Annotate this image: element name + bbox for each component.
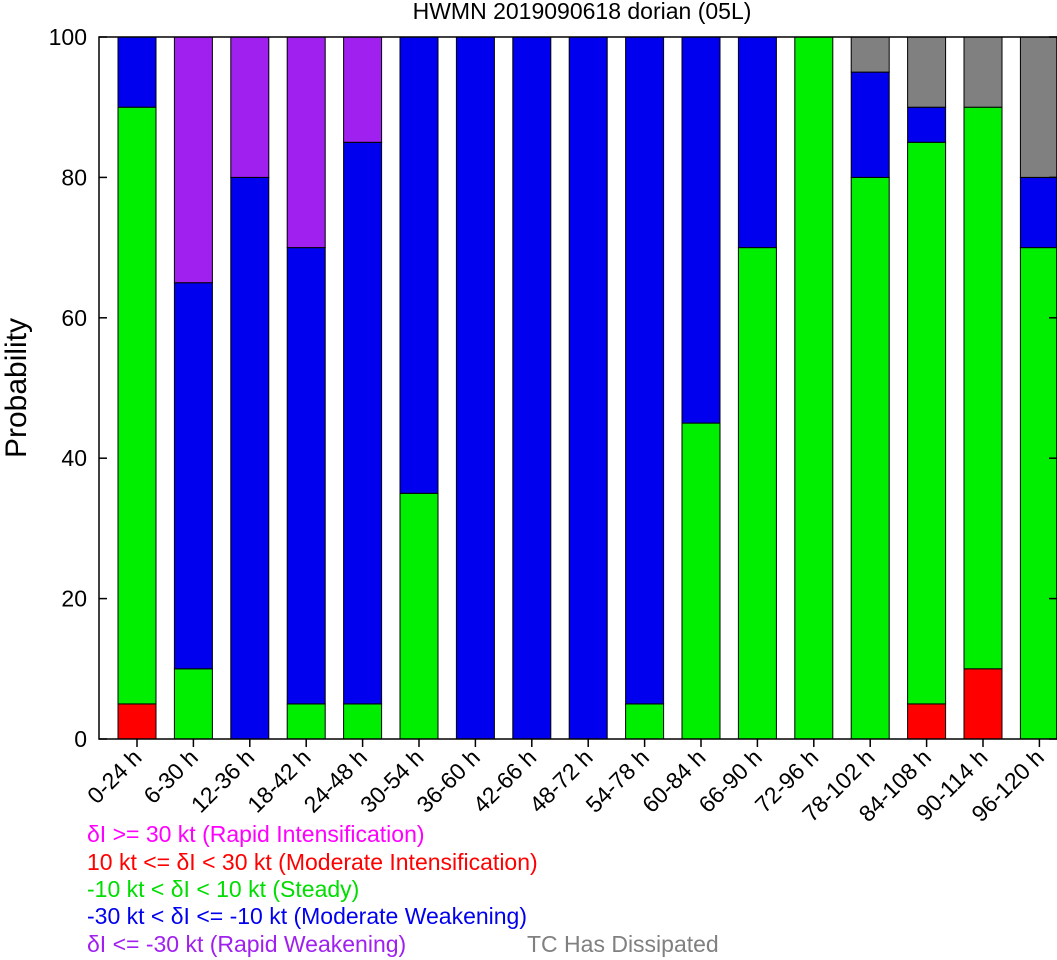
bar-segment-moderate_weakening — [399, 36, 439, 494]
bar-segment-steady — [343, 703, 383, 740]
y-tick-label: 40 — [61, 445, 87, 471]
bars-layer — [117, 36, 1057, 740]
bar-segment-moderate_weakening — [681, 36, 721, 424]
y-tick-label: 20 — [61, 586, 87, 612]
bar-segment-moderate_weakening — [737, 36, 777, 249]
y-axis-label: Probability — [0, 318, 33, 458]
bar-segment-moderate_intensification — [117, 703, 157, 740]
bar-segment-dissipated — [907, 36, 947, 108]
bar-segment-steady — [625, 703, 665, 740]
legend-steady: -10 kt < δI < 10 kt (Steady) — [87, 876, 360, 902]
x-tick-label: 0-24 h — [82, 744, 147, 809]
legend-ri: δI >= 30 kt (Rapid Intensification) — [87, 821, 425, 847]
bar-segment-steady — [286, 703, 326, 740]
bar-segment-moderate_intensification — [963, 668, 1003, 740]
plot-frame — [98, 36, 1057, 740]
y-tick-label: 0 — [74, 726, 87, 752]
legend-dissipated: TC Has Dissipated — [527, 931, 719, 957]
bar-segment-moderate_weakening — [286, 247, 326, 705]
bar-segment-moderate_weakening — [568, 36, 608, 740]
bar-segment-dissipated — [1019, 36, 1057, 178]
legend-rw: δI <= -30 kt (Rapid Weakening) — [87, 931, 407, 957]
bar-segment-moderate_weakening — [343, 141, 383, 705]
bar-segment-rapid_weakening — [230, 36, 270, 178]
bar-segment-rapid_weakening — [343, 36, 383, 143]
chart-title: HWMN 2019090618 dorian (05L) — [413, 0, 752, 24]
bar-segment-steady — [907, 141, 947, 705]
bar-segment-steady — [794, 36, 834, 740]
legend-mi: 10 kt <= δI < 30 kt (Moderate Intensific… — [87, 849, 538, 875]
bar-segment-moderate_weakening — [1019, 176, 1057, 249]
bar-segment-rapid_weakening — [286, 36, 326, 249]
bar-segment-steady — [117, 106, 157, 705]
bar-segment-moderate_weakening — [512, 36, 552, 740]
bar-segment-moderate_weakening — [625, 36, 665, 705]
bar-segment-steady — [681, 422, 721, 740]
bar-segment-rapid_weakening — [173, 36, 213, 284]
legend-mw: -30 kt < δI <= -10 kt (Moderate Weakenin… — [87, 903, 528, 929]
y-tick-label: 60 — [61, 305, 87, 331]
bar-segment-moderate_weakening — [230, 176, 270, 740]
bar-segment-moderate_weakening — [907, 106, 947, 143]
bar-segment-moderate_intensification — [907, 703, 947, 740]
bar-segment-moderate_weakening — [850, 71, 890, 178]
bar-segment-steady — [850, 176, 890, 740]
bar-segment-moderate_weakening — [455, 36, 495, 740]
bar-segment-steady — [963, 106, 1003, 670]
bar-segment-steady — [173, 668, 213, 740]
bar-segment-moderate_weakening — [173, 282, 213, 670]
bar-segment-dissipated — [963, 36, 1003, 108]
y-tick-label: 80 — [61, 164, 87, 190]
bar-segment-steady — [737, 247, 777, 740]
y-tick-label: 100 — [49, 24, 87, 50]
bar-segment-moderate_weakening — [117, 36, 157, 108]
bar-segment-steady — [399, 492, 439, 740]
bar-segment-dissipated — [850, 36, 890, 73]
bar-segment-steady — [1019, 247, 1057, 740]
